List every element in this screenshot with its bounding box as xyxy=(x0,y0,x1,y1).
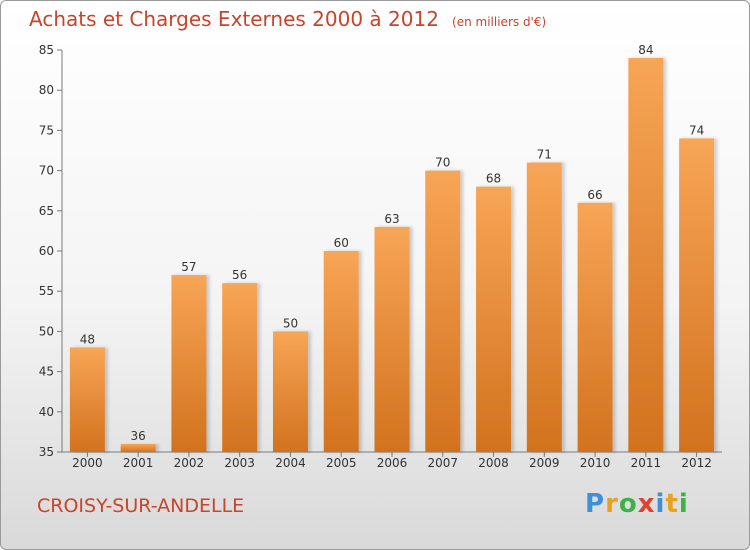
bar-2012 xyxy=(679,138,715,452)
bar-2001 xyxy=(120,443,156,452)
data-label: 60 xyxy=(334,236,349,250)
data-label: 68 xyxy=(486,172,501,186)
x-tick-label: 2003 xyxy=(224,456,255,470)
bar-2002 xyxy=(171,275,207,452)
y-tick-label: 55 xyxy=(39,284,54,298)
x-tick-label: 2004 xyxy=(275,456,306,470)
x-tick-label: 2001 xyxy=(123,456,154,470)
x-tick-label: 2002 xyxy=(174,456,205,470)
x-tick-label: 2009 xyxy=(529,456,560,470)
data-label: 71 xyxy=(537,148,552,162)
y-tick-label: 70 xyxy=(39,164,54,178)
data-label: 50 xyxy=(283,316,298,330)
data-label: 66 xyxy=(587,188,602,202)
data-label: 48 xyxy=(80,332,95,346)
bar-2000 xyxy=(69,347,105,452)
data-label: 74 xyxy=(689,123,704,137)
y-tick-label: 60 xyxy=(39,244,54,258)
x-tick-label: 2012 xyxy=(681,456,712,470)
x-tick-label: 2006 xyxy=(377,456,408,470)
bar-2011 xyxy=(628,58,664,452)
bar-2004 xyxy=(272,331,308,452)
y-tick-label: 85 xyxy=(39,43,54,57)
chart-title: Achats et Charges Externes 2000 à 2012 xyxy=(29,7,439,31)
data-label: 63 xyxy=(384,212,399,226)
x-tick-label: 2008 xyxy=(478,456,509,470)
commune-name: CROISY-SUR-ANDELLE xyxy=(37,495,245,517)
y-tick-label: 50 xyxy=(39,324,54,338)
bar-2008 xyxy=(476,186,512,452)
y-tick-label: 80 xyxy=(39,83,54,97)
bar-2007 xyxy=(425,170,461,452)
x-tick-label: 2000 xyxy=(72,456,103,470)
data-label: 56 xyxy=(232,268,247,282)
y-tick-label: 75 xyxy=(39,123,54,137)
data-label: 70 xyxy=(435,156,450,170)
x-tick-label: 2010 xyxy=(580,456,611,470)
chart-subtitle: (en milliers d'€) xyxy=(452,15,547,29)
bar-2010 xyxy=(577,202,613,452)
data-label: 84 xyxy=(638,43,653,57)
y-tick-label: 40 xyxy=(39,405,54,419)
x-tick-label: 2005 xyxy=(326,456,357,470)
x-tick-label: 2011 xyxy=(631,456,662,470)
y-tick-label: 35 xyxy=(39,445,54,459)
proxiti-logo[interactable]: Proxiti xyxy=(585,489,689,519)
bar-2003 xyxy=(222,283,258,452)
y-tick-label: 45 xyxy=(39,365,54,379)
bar-2006 xyxy=(374,226,410,452)
bar-2009 xyxy=(526,162,562,452)
x-tick-label: 2007 xyxy=(427,456,458,470)
chart-title-block: Achats et Charges Externes 2000 à 2012 (… xyxy=(29,7,546,31)
y-tick-label: 65 xyxy=(39,204,54,218)
data-label: 57 xyxy=(181,260,196,274)
bar-2005 xyxy=(323,251,359,452)
data-label: 36 xyxy=(131,429,146,443)
